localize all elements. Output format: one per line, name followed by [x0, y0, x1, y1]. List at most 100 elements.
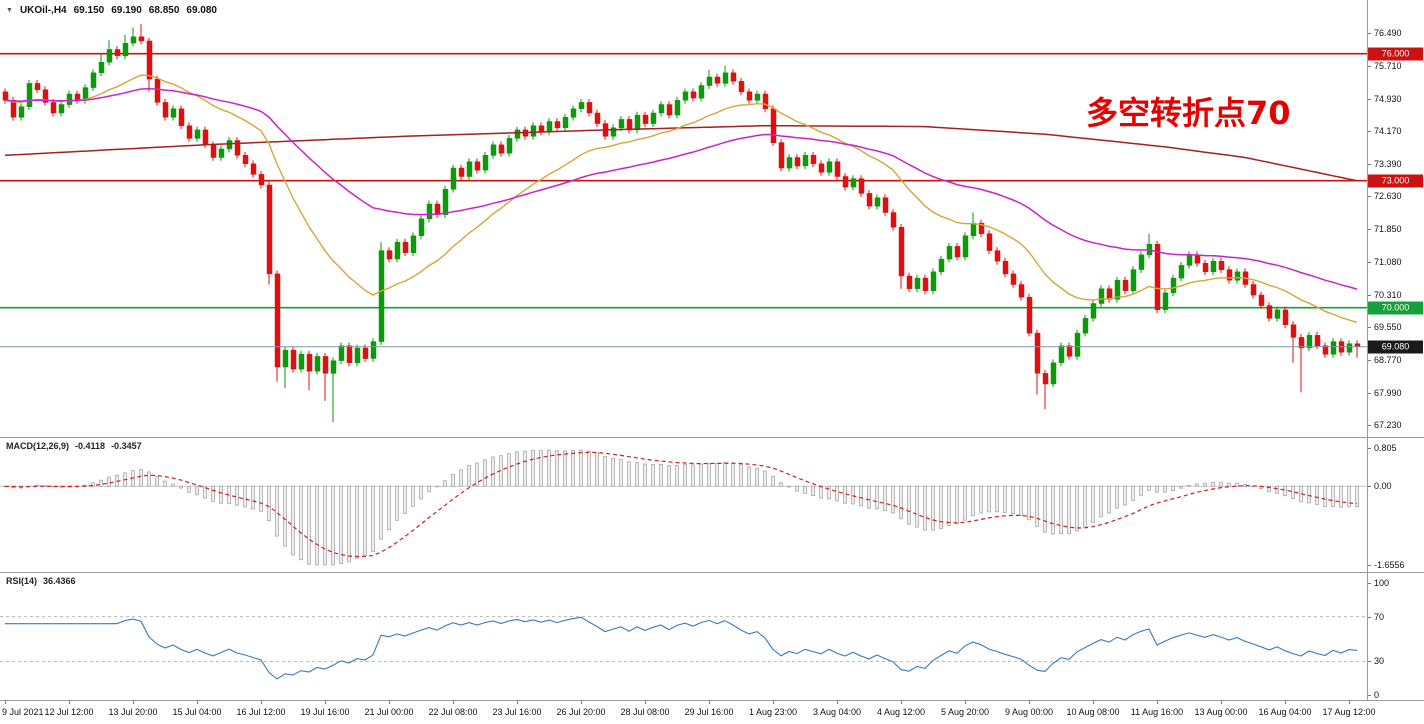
- time-axis-label: 29 Jul 16:00: [684, 707, 734, 717]
- macd-panel[interactable]: [0, 437, 1367, 572]
- time-axis-tick: [773, 700, 774, 704]
- time-axis-tick: [325, 700, 326, 704]
- axis-tickmark: [1367, 448, 1371, 449]
- rsi-label: RSI(14) 36.4366: [6, 576, 76, 586]
- price-axis-tick-label: 71.850: [1374, 224, 1402, 235]
- current-price-tag: 69.080: [1368, 340, 1423, 354]
- ohlc-open: 69.150: [73, 5, 105, 16]
- axis-tickmark: [1367, 294, 1371, 296]
- time-axis-tick: [901, 700, 902, 704]
- rsi-axis-tick-label: 30: [1374, 656, 1385, 667]
- time-axis-tick: [133, 700, 134, 704]
- axis-separator: [1367, 0, 1368, 700]
- time-axis-tick: [1157, 700, 1158, 704]
- time-axis-label: 4 Aug 12:00: [876, 707, 926, 717]
- price-axis-tick-label: 74.170: [1374, 126, 1402, 137]
- time-axis-label: 21 Jul 00:00: [364, 707, 414, 717]
- time-axis-tick: [261, 700, 262, 704]
- time-axis-label: 1 Aug 23:00: [748, 707, 798, 717]
- time-axis-label: 13 Jul 20:00: [108, 707, 158, 717]
- macd-axis-tick-label: -1.6556: [1374, 560, 1405, 570]
- panel-separator: [0, 437, 1424, 438]
- time-axis-tick: [517, 700, 518, 704]
- ma-orange-line: [4, 74, 1358, 324]
- time-axis-tick: [709, 700, 710, 704]
- rsi-axis-tick-label: 70: [1374, 611, 1385, 622]
- macd-histogram: [3, 449, 1359, 566]
- price-axis-tick-label: 67.230: [1374, 420, 1402, 430]
- price-axis-tick-label: 69.550: [1374, 321, 1402, 332]
- rsi-line: [5, 616, 1358, 680]
- time-axis-label: 28 Jul 08:00: [620, 707, 670, 717]
- time-axis-label: 19 Jul 16:00: [300, 707, 350, 717]
- ohlc-close: 69.080: [186, 5, 217, 16]
- time-axis-label: 16 Aug 04:00: [1258, 707, 1312, 717]
- axis-tickmark: [1367, 66, 1371, 67]
- axis-tickmark: [1367, 196, 1371, 198]
- price-axis-tick-label: 70.310: [1374, 289, 1402, 300]
- time-axis-tick: [645, 700, 646, 704]
- macd-axis-tick-label: 0.00: [1374, 481, 1392, 492]
- chart-title: ▼ UKOil-,H4 69.150 69.190 68.850 69.080: [6, 5, 217, 16]
- macd-label: MACD(12,26,9) -0.4118 -0.3457: [6, 441, 142, 451]
- time-axis-label: 5 Aug 20:00: [940, 707, 990, 717]
- axis-tickmark: [1367, 392, 1371, 394]
- axis-tickmark: [1367, 326, 1371, 328]
- ma-magenta-line: [4, 87, 1358, 290]
- time-axis-tick: [1029, 700, 1030, 704]
- axis-tickmark: [1367, 583, 1371, 584]
- price-axis-tick-label: 75.710: [1374, 61, 1402, 71]
- price-axis-tick-label: 68.770: [1374, 354, 1402, 365]
- axis-tickmark: [1367, 229, 1371, 231]
- time-axis-label: 13 Aug 00:00: [1194, 707, 1248, 717]
- time-axis-tick: [581, 700, 582, 704]
- axis-tickmark: [1367, 131, 1371, 133]
- macd-value-1: -0.4118: [75, 441, 106, 451]
- axis-tickmark: [1367, 425, 1371, 426]
- time-axis-label: 10 Aug 08:00: [1066, 707, 1120, 717]
- axis-tickmark: [1367, 164, 1371, 166]
- level-price-tag: 70.000: [1368, 301, 1423, 315]
- level-price-tag: 73.000: [1368, 174, 1423, 188]
- time-axis-label: 15 Jul 04:00: [172, 707, 222, 717]
- axis-tickmark: [1367, 359, 1371, 361]
- time-axis-label: 23 Jul 16:00: [492, 707, 542, 717]
- axis-tickmark: [1367, 99, 1371, 100]
- price-axis-tick-label: 72.630: [1374, 191, 1402, 202]
- time-axis-tick: [1285, 700, 1286, 704]
- time-axis-tick: [5, 700, 6, 704]
- price-axis-tick-label: 73.390: [1374, 159, 1402, 170]
- macd-name: MACD(12,26,9): [6, 441, 70, 451]
- time-axis-tick: [69, 700, 70, 704]
- rsi-panel[interactable]: [0, 572, 1367, 700]
- panel-separator: [0, 572, 1424, 573]
- horizontal-level-lines: [0, 52, 1367, 309]
- time-axis-tick: [1093, 700, 1094, 704]
- time-axis-tick: [197, 700, 198, 704]
- axis-tickmark: [1367, 565, 1371, 566]
- rsi-axis-tick-label: 100: [1374, 578, 1390, 588]
- time-axis-tick: [965, 700, 966, 704]
- macd-value-2: -0.3457: [111, 441, 142, 451]
- ma-darkred-line: [4, 124, 1358, 182]
- ohlc-high: 69.190: [111, 5, 142, 16]
- time-axis-label: 22 Jul 08:00: [428, 707, 478, 717]
- time-axis-tick: [1349, 700, 1350, 704]
- time-axis-label: 9 Jul 2021: [2, 707, 44, 717]
- time-axis-label: 9 Aug 00:00: [1004, 707, 1054, 717]
- candles-series: [2, 24, 1361, 422]
- price-axis-tick-label: 74.930: [1374, 94, 1402, 104]
- collapse-triangle-icon[interactable]: ▼: [6, 7, 13, 14]
- price-axis-tick-label: 67.990: [1374, 387, 1402, 398]
- time-axis-label: 3 Aug 04:00: [812, 707, 862, 717]
- time-axis-tick: [389, 700, 390, 704]
- price-panel[interactable]: [0, 0, 1367, 437]
- rsi-value: 36.4366: [43, 576, 76, 586]
- axis-tickmark: [1367, 695, 1371, 696]
- time-axis-tick: [837, 700, 838, 704]
- rsi-axis-tick-label: 0: [1374, 690, 1380, 700]
- axis-tickmark: [1367, 661, 1371, 663]
- time-axis-label: 17 Aug 12:00: [1322, 707, 1376, 717]
- macd-signal-line: [4, 451, 1358, 558]
